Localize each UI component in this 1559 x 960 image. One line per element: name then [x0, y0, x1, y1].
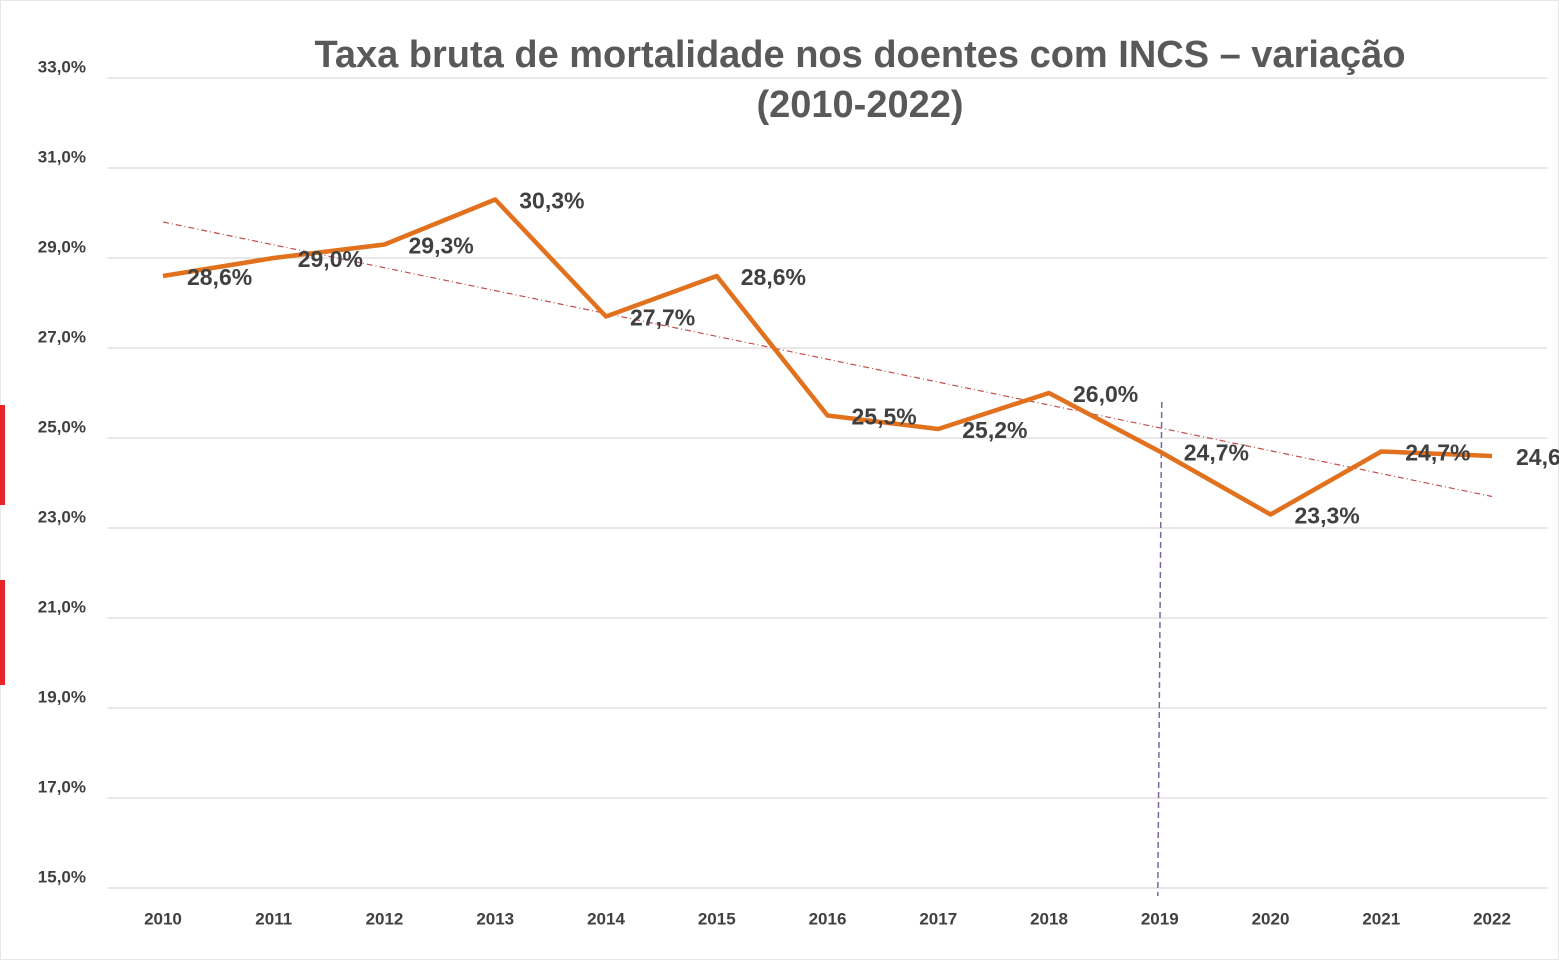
y-tick-label: 19,0% [38, 687, 86, 706]
x-tick-label: 2020 [1252, 909, 1290, 928]
x-tick-label: 2018 [1030, 909, 1068, 928]
data-label: 30,3% [519, 188, 584, 214]
x-tick-label: 2019 [1141, 909, 1179, 928]
data-label: 25,2% [962, 417, 1027, 443]
data-label: 25,5% [852, 404, 917, 430]
x-tick-label: 2017 [919, 909, 957, 928]
y-tick-label: 25,0% [38, 417, 86, 436]
data-label: 28,6% [741, 264, 806, 290]
data-label: 23,3% [1295, 503, 1360, 529]
data-label: 24,6% [1516, 444, 1559, 470]
x-tick-label: 2014 [587, 909, 625, 928]
x-tick-label: 2021 [1362, 909, 1400, 928]
y-tick-label: 15,0% [38, 867, 86, 886]
data-label: 28,6% [187, 264, 252, 290]
x-tick-label: 2013 [476, 909, 514, 928]
y-tick-label: 27,0% [38, 327, 86, 346]
chart-title: Taxa bruta de mortalidade nos doentes co… [314, 34, 1406, 126]
data-label: 29,0% [298, 246, 363, 272]
data-label: 29,3% [408, 233, 473, 259]
trendline [162, 221, 1493, 498]
y-tick-label: 33,0% [38, 57, 86, 76]
y-tick-label: 29,0% [38, 237, 86, 256]
y-tick-label: 21,0% [38, 597, 86, 616]
data-label: 24,7% [1184, 440, 1249, 466]
decor-bar [0, 405, 5, 505]
marker-line [1157, 401, 1163, 897]
y-tick-label: 17,0% [38, 777, 86, 796]
decor-bar [0, 580, 5, 685]
x-tick-label: 2012 [366, 909, 404, 928]
data-label: 26,0% [1073, 381, 1138, 407]
series-line [162, 197, 1493, 517]
y-tick-label: 31,0% [38, 147, 86, 166]
x-tick-label: 2011 [255, 909, 292, 928]
x-tick-label: 2022 [1473, 909, 1511, 928]
x-tick-label: 2010 [144, 909, 182, 928]
data-label: 27,7% [630, 305, 695, 331]
x-tick-label: 2015 [698, 909, 736, 928]
x-tick-label: 2016 [809, 909, 847, 928]
y-tick-label: 23,0% [38, 507, 86, 526]
data-label: 24,7% [1405, 440, 1470, 466]
